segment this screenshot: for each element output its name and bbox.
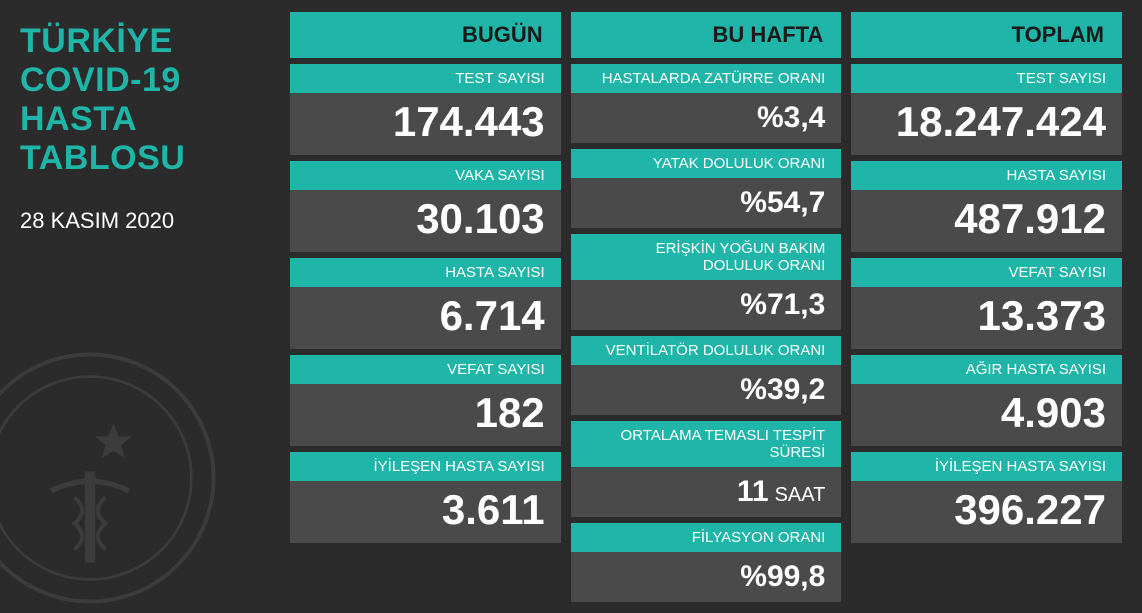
dashboard-title: TÜRKİYE COVID-19 HASTA TABLOSU (20, 22, 280, 178)
stat-label: VAKA SAYISI (290, 161, 561, 190)
title-line: TABLOSU (20, 139, 280, 178)
stat-value: 13.373 (851, 287, 1122, 349)
stat-label: İYİLEŞEN HASTA SAYISI (851, 452, 1122, 481)
stat-value: 396.227 (851, 481, 1122, 543)
title-line: TÜRKİYE (20, 22, 280, 61)
stat-label: HASTA SAYISI (851, 161, 1122, 190)
stat-value: 6.714 (290, 287, 561, 349)
stat-value: 174.443 (290, 93, 561, 155)
stat-value: 4.903 (851, 384, 1122, 446)
stat-patient-today: HASTA SAYISI 6.714 (290, 258, 561, 349)
stat-death-total: VEFAT SAYISI 13.373 (851, 258, 1122, 349)
stat-value: %39,2 (571, 365, 842, 415)
column-header-total: TOPLAM (851, 12, 1122, 58)
stat-unit: SAAT (775, 484, 826, 506)
stat-label: VEFAT SAYISI (851, 258, 1122, 287)
stat-label: ORTALAMA TEMASLI TESPİT SÜRESİ (571, 421, 842, 467)
stat-value: 30.103 (290, 190, 561, 252)
stat-pneumonia-rate: HASTALARDA ZATÜRRE ORANI %3,4 (571, 64, 842, 143)
stat-value: 3.611 (290, 481, 561, 543)
stat-value: 11 SAAT (571, 467, 842, 517)
stat-label: HASTA SAYISI (290, 258, 561, 287)
stat-death-today: VEFAT SAYISI 182 (290, 355, 561, 446)
column-week: BU HAFTA HASTALARDA ZATÜRRE ORANI %3,4 Y… (571, 12, 842, 568)
stat-value: 487.912 (851, 190, 1122, 252)
column-header-week: BU HAFTA (571, 12, 842, 58)
stat-icu-occupancy: ERİŞKİN YOĞUN BAKIM DOLULUK ORANI %71,3 (571, 234, 842, 330)
title-line: COVID-19 (20, 61, 280, 100)
stat-filyasyon-rate: FİLYASYON ORANI %99,8 (571, 523, 842, 602)
stat-label: ERİŞKİN YOĞUN BAKIM DOLULUK ORANI (571, 234, 842, 280)
stat-critical-total: AĞIR HASTA SAYISI 4.903 (851, 355, 1122, 446)
stat-value: 18.247.424 (851, 93, 1122, 155)
column-total: TOPLAM TEST SAYISI 18.247.424 HASTA SAYI… (851, 12, 1122, 568)
stat-number: 11 (737, 475, 769, 508)
stat-value: %3,4 (571, 93, 842, 143)
dashboard: TÜRKİYE COVID-19 HASTA TABLOSU 28 KASIM … (0, 0, 1142, 580)
column-today: BUGÜN TEST SAYISI 174.443 VAKA SAYISI 30… (290, 12, 561, 568)
stat-bed-occupancy: YATAK DOLULUK ORANI %54,7 (571, 149, 842, 228)
stat-recovered-today: İYİLEŞEN HASTA SAYISI 3.611 (290, 452, 561, 543)
stat-label: İYİLEŞEN HASTA SAYISI (290, 452, 561, 481)
stat-value: %54,7 (571, 178, 842, 228)
report-date: 28 KASIM 2020 (20, 208, 280, 234)
stat-label: TEST SAYISI (290, 64, 561, 93)
stat-label: YATAK DOLULUK ORANI (571, 149, 842, 178)
title-line: HASTA (20, 100, 280, 139)
stat-recovered-total: İYİLEŞEN HASTA SAYISI 396.227 (851, 452, 1122, 543)
ministry-emblem-icon (0, 348, 220, 608)
left-panel: TÜRKİYE COVID-19 HASTA TABLOSU 28 KASIM … (20, 12, 280, 568)
stat-value: %71,3 (571, 280, 842, 330)
stat-label: FİLYASYON ORANI (571, 523, 842, 552)
stat-patient-total: HASTA SAYISI 487.912 (851, 161, 1122, 252)
stat-test-today: TEST SAYISI 174.443 (290, 64, 561, 155)
stat-label: TEST SAYISI (851, 64, 1122, 93)
stat-value: 182 (290, 384, 561, 446)
stat-label: VEFAT SAYISI (290, 355, 561, 384)
stat-label: VENTİLATÖR DOLULUK ORANI (571, 336, 842, 365)
stat-label: HASTALARDA ZATÜRRE ORANI (571, 64, 842, 93)
stat-label: AĞIR HASTA SAYISI (851, 355, 1122, 384)
stat-contact-trace-time: ORTALAMA TEMASLI TESPİT SÜRESİ 11 SAAT (571, 421, 842, 517)
stat-case-today: VAKA SAYISI 30.103 (290, 161, 561, 252)
column-header-today: BUGÜN (290, 12, 561, 58)
stat-test-total: TEST SAYISI 18.247.424 (851, 64, 1122, 155)
stat-ventilator-occupancy: VENTİLATÖR DOLULUK ORANI %39,2 (571, 336, 842, 415)
stat-value: %99,8 (571, 552, 842, 602)
